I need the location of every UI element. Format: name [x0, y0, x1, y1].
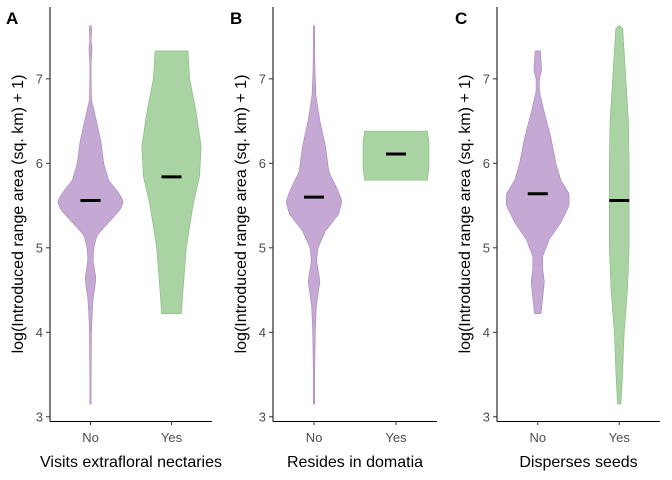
y-axis-title: log(Introduced range area (sq. km) + 1)	[10, 75, 27, 354]
x-tick-label: No	[82, 430, 99, 445]
violin-b-yes	[362, 130, 430, 181]
x-tick-label: Yes	[161, 430, 183, 445]
x-tick-label: No	[306, 430, 323, 445]
violin-a-yes	[141, 50, 202, 314]
y-tick-label: 6	[36, 156, 43, 171]
panel-letter: C	[455, 9, 467, 28]
y-tick-label: 6	[259, 156, 266, 171]
violin-c-no	[506, 50, 570, 314]
y-tick-label: 7	[483, 71, 490, 86]
x-axis-title: Resides in domatia	[287, 454, 423, 471]
x-tick-label: Yes	[609, 430, 631, 445]
y-tick-label: 3	[259, 409, 266, 424]
x-axis-title: Disperses seeds	[519, 454, 637, 471]
x-axis-title: Visits extrafloral nectaries	[40, 454, 222, 471]
y-axis-title: log(Introduced range area (sq. km) + 1)	[457, 75, 474, 354]
y-tick-label: 7	[36, 71, 43, 86]
violin-b-no	[285, 25, 343, 405]
y-axis-title: log(Introduced range area (sq. km) + 1)	[233, 75, 250, 354]
y-tick-label: 5	[483, 240, 490, 255]
y-tick-label: 5	[259, 240, 266, 255]
y-tick-label: 3	[36, 409, 43, 424]
panel-a: A 3 4 5 6 7 No Yes Visits extrafloral nectaries l…	[6, 7, 222, 471]
violin-c-yes	[609, 25, 630, 405]
y-tick-label: 4	[259, 325, 266, 340]
y-tick-label: 3	[483, 409, 490, 424]
y-tick-label: 4	[483, 325, 490, 340]
y-tick-label: 4	[36, 325, 43, 340]
panel-c: C 3 4 5 6 7 No Yes Disperses seeds log(Introduced…	[455, 7, 660, 471]
violin-a-no	[57, 25, 124, 405]
y-tick-label: 5	[36, 240, 43, 255]
panel-letter: A	[6, 9, 18, 28]
y-tick-label: 7	[259, 71, 266, 86]
panel-letter: B	[230, 9, 242, 28]
x-tick-label: Yes	[385, 430, 407, 445]
x-tick-label: No	[529, 430, 546, 445]
y-tick-label: 6	[483, 156, 490, 171]
panel-b: B 3 4 5 6 7 No Yes Resides in domatia log(Introdu…	[230, 7, 437, 471]
